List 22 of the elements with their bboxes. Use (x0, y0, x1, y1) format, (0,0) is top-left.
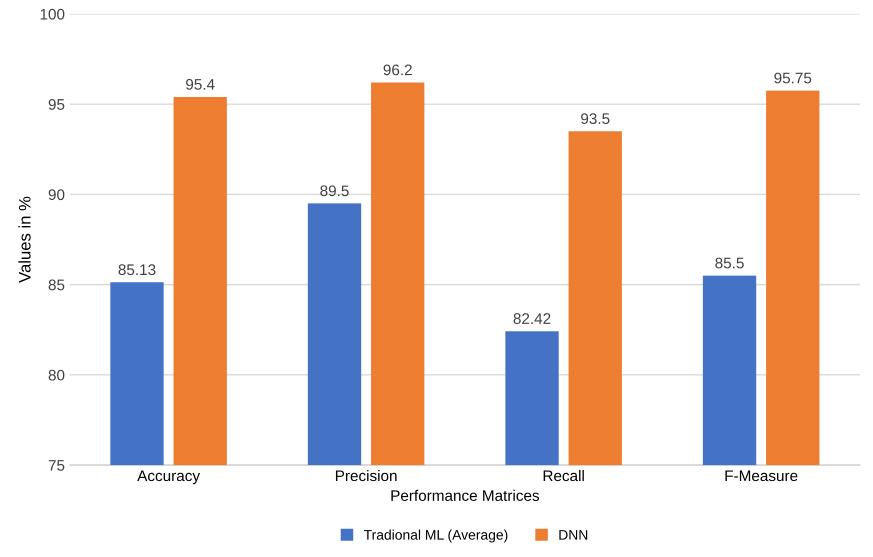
y-tick-label: 90 (48, 189, 64, 200)
y-tick-label: 85 (48, 279, 64, 290)
x-tick-label: F-Measure (725, 470, 798, 482)
data-label: 89.5 (320, 185, 349, 196)
y-tick-label: 100 (40, 8, 64, 20)
data-label: 85.5 (715, 258, 744, 268)
data-label: 96.2 (384, 64, 412, 76)
y-tick-label: 95 (48, 99, 64, 110)
x-tick-label: Accuracy (137, 470, 200, 484)
x-tick-label: Recall (544, 470, 584, 482)
legend-label: DNN (559, 530, 588, 540)
data-label: 95.75 (774, 72, 812, 84)
data-label: 82.42 (514, 313, 550, 324)
x-axis-title: Performance Matrices (391, 490, 540, 501)
data-label: 93.5 (581, 113, 610, 124)
data-label: 95.4 (186, 78, 215, 90)
legend-label: Tradional ML (Average) (364, 530, 508, 542)
data-label: 85.13 (118, 264, 156, 276)
y-tick-label: 75 (48, 460, 64, 471)
y-axis-title: Values in % (18, 196, 31, 283)
x-tick-label: Precision (336, 470, 397, 482)
y-tick-label: 80 (48, 370, 64, 381)
